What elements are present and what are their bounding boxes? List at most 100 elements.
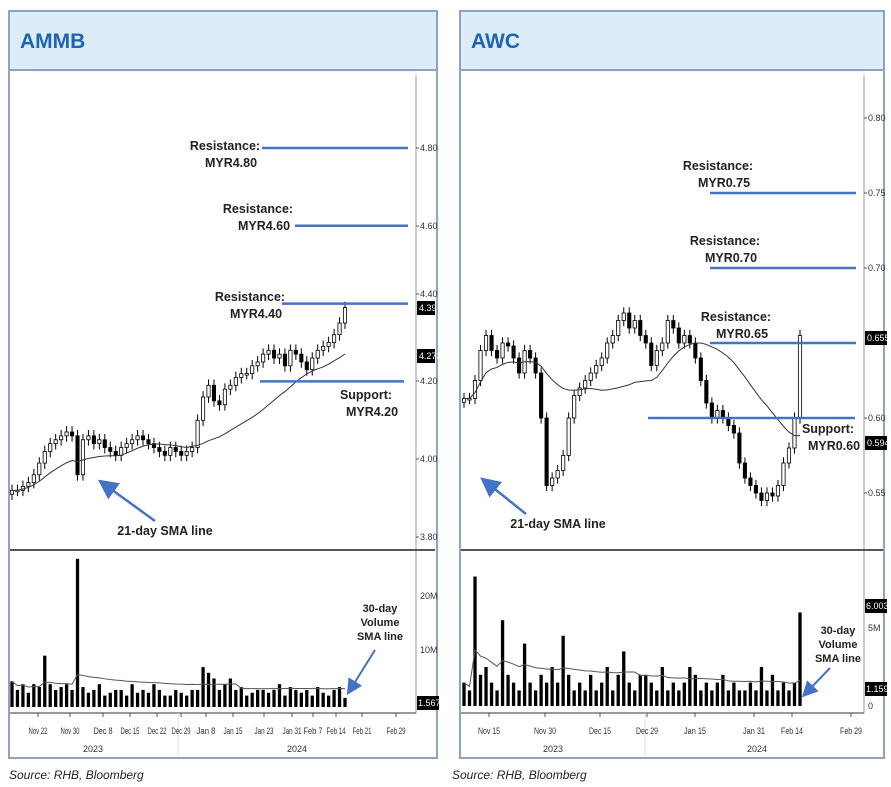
volume-bar bbox=[272, 689, 276, 707]
volume-bar bbox=[478, 674, 483, 706]
candle bbox=[627, 312, 632, 329]
ammb-title: AMMB bbox=[20, 30, 86, 53]
candle bbox=[233, 377, 238, 386]
candle bbox=[146, 439, 151, 445]
volume-sma-label: Volume bbox=[361, 617, 400, 629]
candle bbox=[572, 395, 577, 419]
year-label: 2024 bbox=[747, 744, 767, 754]
volume-bar bbox=[119, 689, 123, 707]
y-tick-label: 0.80 bbox=[868, 113, 886, 123]
volume-bar bbox=[484, 667, 488, 706]
volume-bar bbox=[759, 667, 764, 706]
candle bbox=[478, 350, 483, 381]
volume-bar bbox=[792, 682, 797, 706]
volume-sma-arrow bbox=[346, 649, 376, 696]
candle bbox=[461, 398, 467, 403]
volume-bar bbox=[715, 682, 720, 706]
volume-bar bbox=[605, 667, 609, 706]
candle bbox=[797, 335, 803, 419]
source-note-right: Source: RHB, Bloomberg bbox=[452, 768, 587, 782]
candle bbox=[687, 335, 692, 344]
volume-bar bbox=[467, 690, 472, 706]
volume-bar bbox=[589, 674, 593, 706]
sma-21-line bbox=[464, 342, 800, 437]
candle bbox=[621, 312, 626, 321]
candle bbox=[588, 372, 593, 381]
volume-bar bbox=[567, 674, 571, 706]
volume-last-label: 1.567M bbox=[418, 698, 448, 708]
candle bbox=[26, 482, 31, 487]
volume-bar bbox=[212, 678, 216, 707]
x-tick-label: Nov 30 bbox=[61, 726, 80, 736]
candle bbox=[75, 435, 80, 476]
candle bbox=[195, 419, 200, 448]
level-value: MYR0.60 bbox=[808, 439, 860, 453]
candle bbox=[206, 384, 211, 398]
candle bbox=[53, 439, 58, 445]
volume-bar bbox=[572, 690, 576, 706]
year-label: 2023 bbox=[83, 744, 103, 754]
level-kind: Resistance: bbox=[683, 159, 753, 173]
volume-bar bbox=[201, 667, 205, 707]
level-value: MYR4.80 bbox=[205, 156, 257, 170]
level-kind: Resistance: bbox=[190, 139, 260, 153]
x-tick-label: Nov 15 bbox=[478, 726, 500, 736]
candle bbox=[616, 320, 621, 336]
volume-bar bbox=[54, 689, 58, 707]
candle bbox=[643, 335, 648, 344]
volume-bar bbox=[704, 682, 709, 706]
candle bbox=[737, 432, 742, 464]
volume-bar bbox=[70, 689, 74, 707]
ammb-panel: AMMB bbox=[8, 10, 438, 759]
candle bbox=[37, 462, 42, 476]
candle bbox=[97, 439, 102, 445]
candle bbox=[337, 322, 342, 336]
volume-bar bbox=[81, 687, 85, 707]
volume-bar bbox=[638, 674, 642, 706]
candle bbox=[698, 357, 703, 381]
candle bbox=[682, 335, 687, 344]
volume-bar bbox=[299, 692, 303, 707]
last-price-label: 4.39 bbox=[419, 303, 437, 313]
volume-bar bbox=[489, 682, 494, 706]
volume-bar bbox=[103, 695, 107, 707]
x-tick-label: Dec 15 bbox=[589, 726, 611, 736]
volume-bar bbox=[21, 684, 25, 707]
candle bbox=[119, 447, 124, 456]
y-tick-label: 0.60 bbox=[868, 413, 886, 423]
volume-bar bbox=[321, 692, 325, 707]
candle bbox=[770, 492, 775, 497]
volume-bar bbox=[288, 687, 293, 707]
level-value: MYR0.75 bbox=[698, 176, 750, 190]
x-tick-label: Jan 15 bbox=[684, 726, 706, 736]
candle bbox=[561, 455, 566, 471]
volume-bar bbox=[195, 689, 200, 707]
volume-bar bbox=[473, 576, 477, 706]
x-tick-label: Jan 31 bbox=[743, 726, 765, 736]
volume-bar bbox=[748, 682, 753, 706]
volume-bar bbox=[256, 689, 260, 707]
level-kind: Support: bbox=[340, 388, 392, 402]
volume-bar bbox=[43, 655, 47, 707]
volume-bar bbox=[594, 690, 598, 706]
volume-sma-label: 30-day bbox=[821, 625, 857, 637]
candle bbox=[315, 349, 320, 359]
volume-bar bbox=[217, 689, 222, 707]
last-price-label: 0.655 bbox=[867, 333, 890, 343]
volume-bar bbox=[305, 689, 309, 707]
volume-bar bbox=[600, 682, 604, 706]
x-tick-label: Jan 8 bbox=[197, 726, 216, 736]
volume-bar bbox=[671, 682, 675, 706]
candle bbox=[86, 435, 91, 441]
volume-bar bbox=[277, 684, 282, 707]
volume-bar bbox=[114, 689, 118, 707]
candle bbox=[217, 400, 222, 406]
volume-bar bbox=[10, 681, 14, 707]
candle bbox=[660, 342, 665, 351]
x-tick-label: Feb 29 bbox=[840, 726, 862, 736]
volume-bar bbox=[578, 682, 582, 706]
volume-bar bbox=[688, 667, 692, 706]
volume-bar bbox=[583, 690, 587, 706]
volume-bar bbox=[798, 612, 802, 706]
